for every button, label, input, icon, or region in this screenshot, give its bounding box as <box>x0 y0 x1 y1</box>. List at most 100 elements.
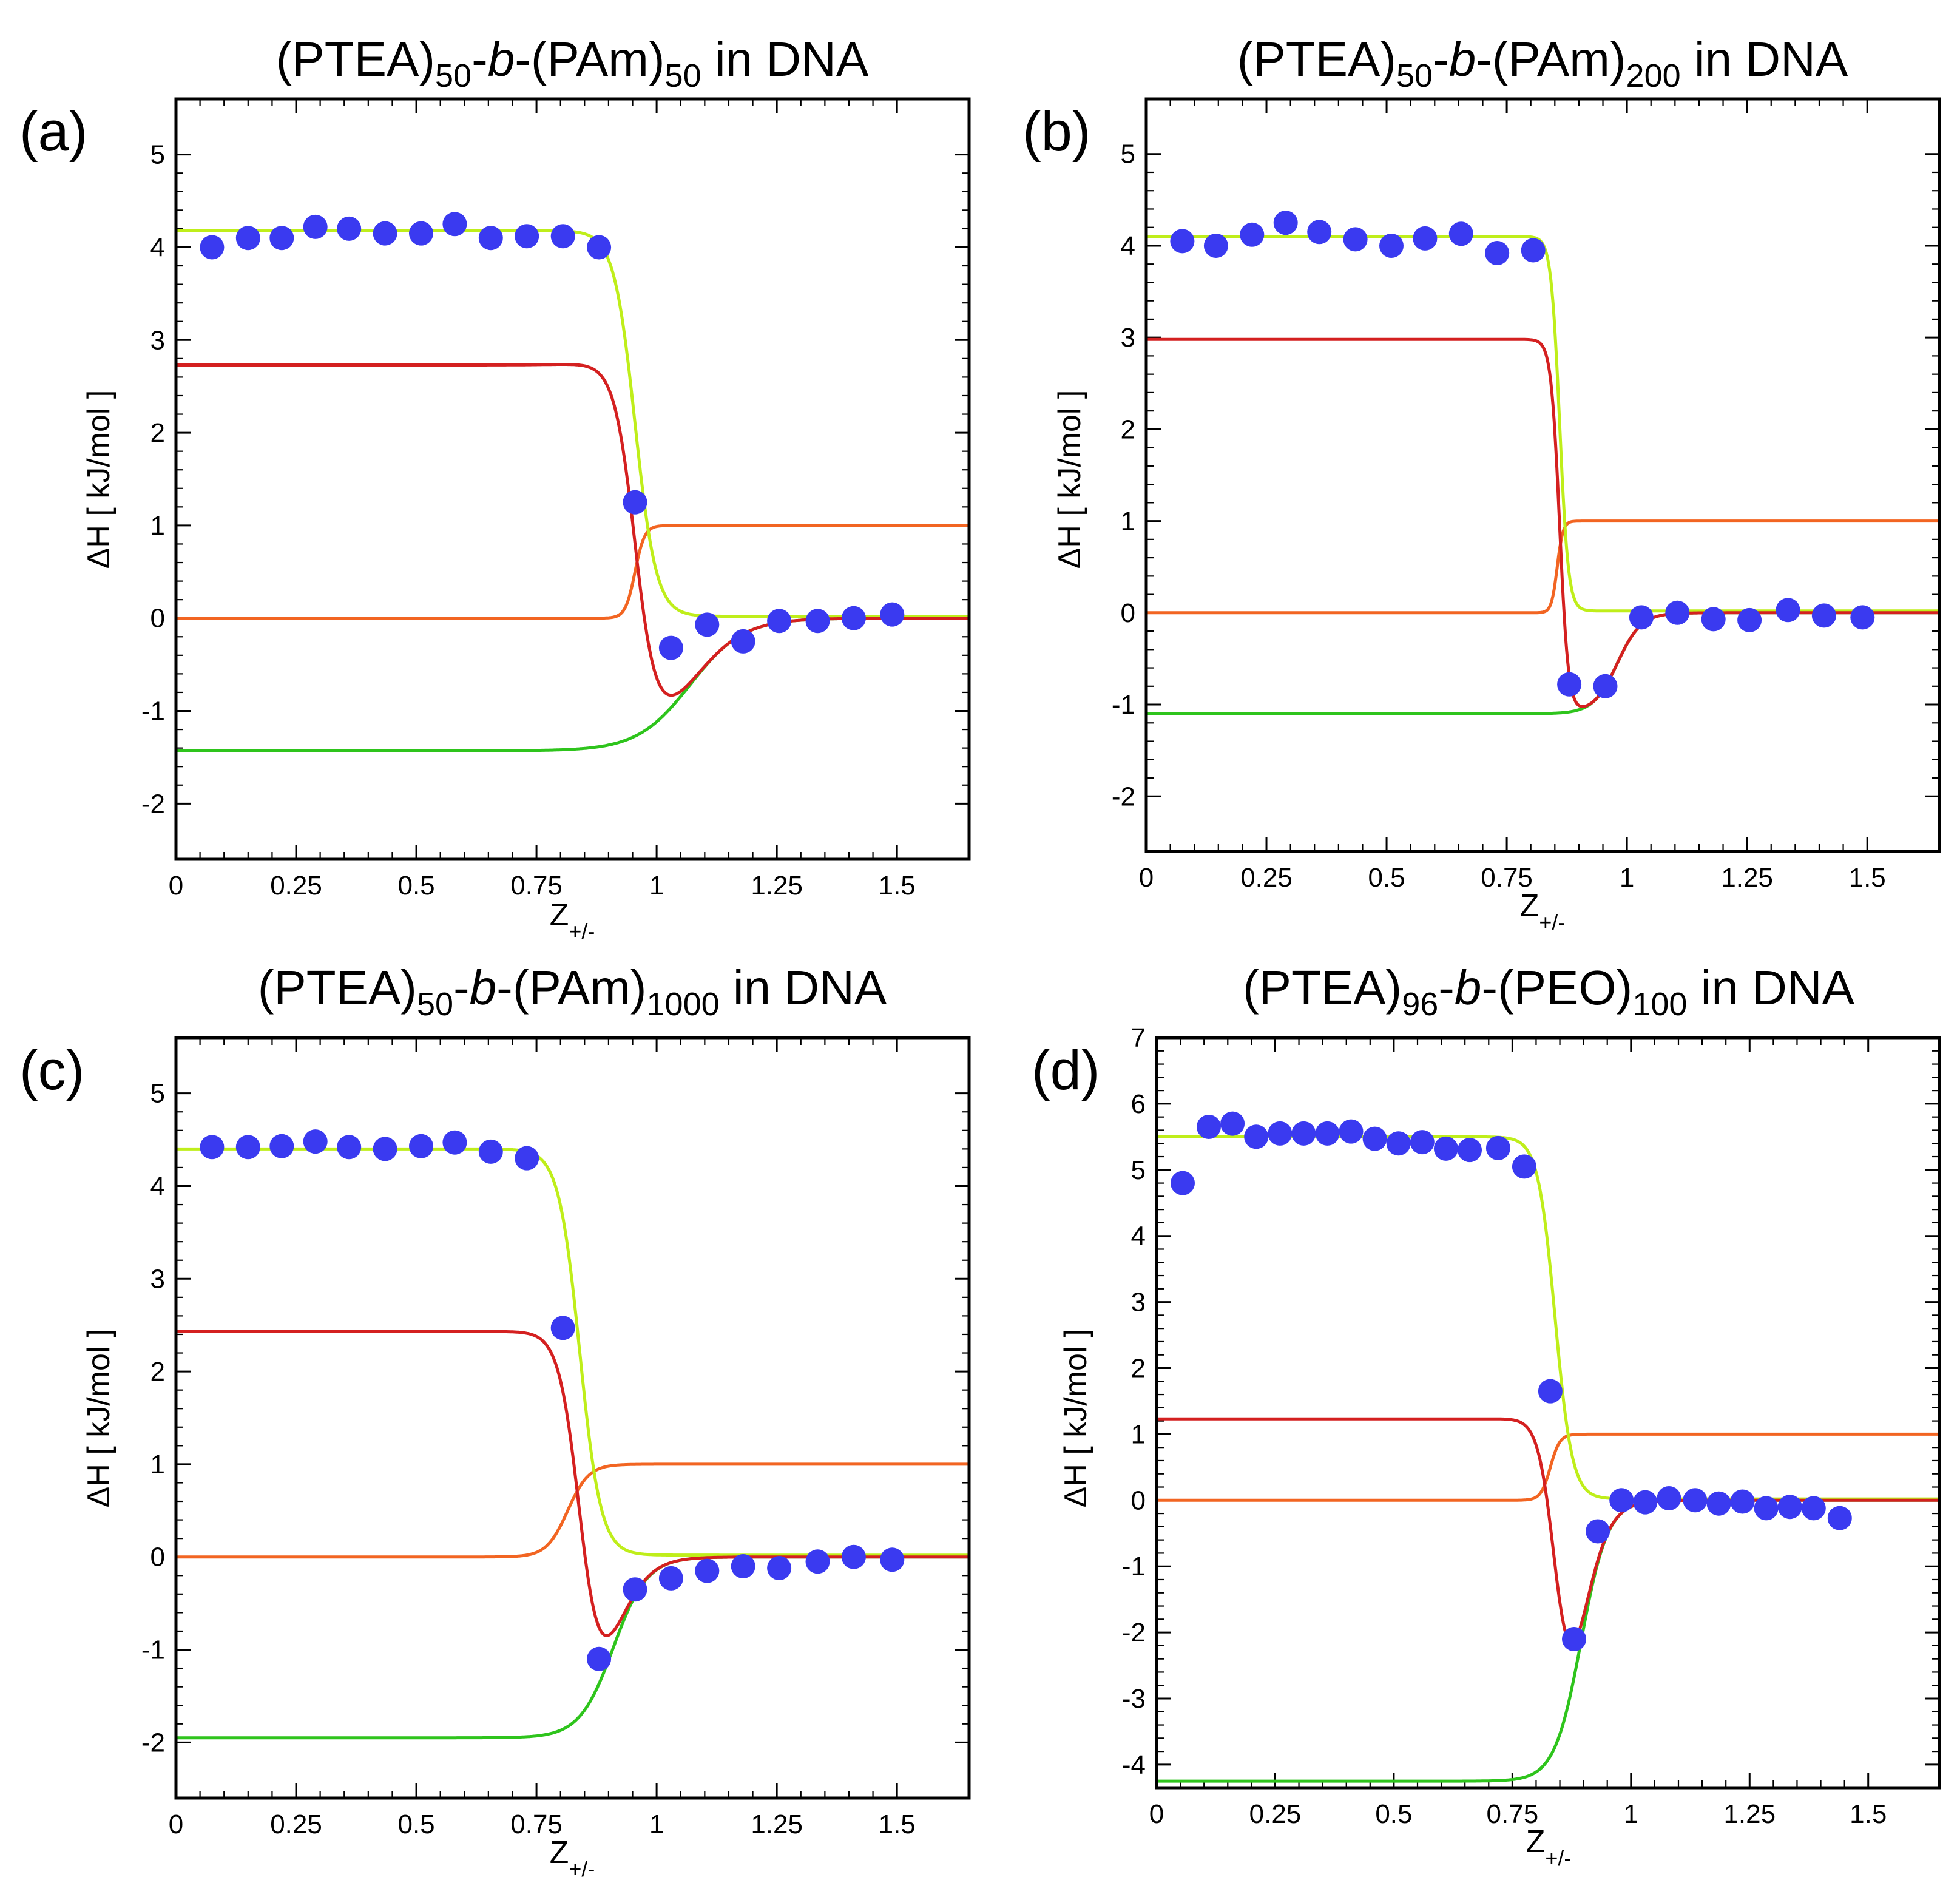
panel-b-x-tick-label: 0.75 <box>1481 863 1533 893</box>
panel-a-y-tick-label: 5 <box>150 140 165 170</box>
panel-b-data-point <box>1521 238 1546 263</box>
panel-c-y-tick-label: 1 <box>150 1450 165 1479</box>
panel-d-data-point <box>1410 1130 1435 1155</box>
panel-c-data-point <box>550 1316 575 1340</box>
panel-d-data-point <box>1291 1121 1316 1146</box>
panel-d-data-point <box>1315 1121 1340 1146</box>
panel-c-data-point <box>623 1577 647 1602</box>
panel-a-step2-fit-curve <box>176 617 969 752</box>
panel-b-fit-curves <box>1146 235 1939 715</box>
panel-d-step2-fit-curve <box>1157 1498 1939 1783</box>
panel-a-label: (a) <box>19 101 87 163</box>
panel-a-title: (PTEA)50-b-(PAm)50 in DNA <box>276 32 869 94</box>
panel-b-data-point <box>1593 674 1618 698</box>
panel-c-data-point <box>235 1135 260 1160</box>
panel-b-x-axis-label: Z+/- <box>1520 888 1566 935</box>
panel-c-y-tick-label: 4 <box>150 1171 165 1201</box>
panel-a-fit-curves <box>176 229 969 752</box>
panel-b-label: (b) <box>1022 101 1090 163</box>
panel-b-data-point <box>1203 234 1228 258</box>
panel-d-data-point <box>1512 1154 1536 1179</box>
panel-d-data-point <box>1730 1489 1755 1514</box>
panel-b-data-point <box>1850 605 1875 630</box>
panel-d-y-tick-label: 0 <box>1131 1486 1146 1515</box>
panel-d-data-point <box>1657 1486 1681 1510</box>
panel-a-data-point <box>373 221 397 246</box>
panel-a-x-axis-label: Z+/- <box>550 898 595 944</box>
panel-b-data-point <box>1413 226 1438 251</box>
panel-a-y-tick-label: 1 <box>150 511 165 541</box>
panel-d-data-point <box>1244 1124 1269 1149</box>
panel-d-data-point <box>1801 1496 1826 1521</box>
panel-a-data-point <box>269 226 294 251</box>
panel-d-x-tick-label: 1 <box>1624 1799 1638 1829</box>
panel-d-data-point <box>1220 1111 1245 1136</box>
panel-b-y-tick-label: -2 <box>1112 782 1135 811</box>
panel-b-x-tick-label: 1.25 <box>1721 863 1773 893</box>
panel-b-total-fit-curve <box>1146 337 1939 708</box>
panel-b-data-points <box>1170 211 1875 698</box>
panel-c: (PTEA)50-b-(PAm)1000 in DNA (c) ΔH [ kJ/… <box>19 961 971 1881</box>
panel-c-data-point <box>373 1137 397 1161</box>
panel-a-plot-frame <box>174 97 971 861</box>
panel-c-data-point <box>269 1134 294 1158</box>
panel-d-data-point <box>1754 1496 1779 1521</box>
panel-d-data-point <box>1171 1171 1195 1195</box>
panel-d-fit-curves <box>1157 1135 1939 1783</box>
panel-b-data-point <box>1737 607 1762 632</box>
panel-b-plot-frame <box>1144 97 1941 853</box>
panel-d-y-tick-label: -3 <box>1122 1684 1146 1714</box>
panel-b-y-tick-label: 3 <box>1121 323 1135 353</box>
panel-c-data-point <box>805 1549 830 1574</box>
panel-b-x-tick-label: 0 <box>1139 863 1154 893</box>
panel-d-data-point <box>1683 1488 1708 1513</box>
panel-d-data-point <box>1633 1490 1658 1515</box>
panel-b-title: (PTEA)50-b-(PAm)200 in DNA <box>1237 32 1848 94</box>
panel-a-ticks: 0 0.25 0.5 0.75 1 1.25 1.5 -2 -1 0 1 2 3 4 5 <box>141 99 969 901</box>
panel-b-ticks: 0 0.25 0.5 0.75 1 1.25 1.5 -2 -1 0 1 2 3 4 5 <box>1112 99 1939 893</box>
panel-d-y-tick-label: -1 <box>1122 1552 1146 1581</box>
panel-b-x-tick-label: 0.5 <box>1368 863 1405 893</box>
panel-d-x-tick-label: 1.5 <box>1850 1799 1887 1829</box>
panel-a-data-point <box>658 635 683 660</box>
panel-c-step2-fit-curve <box>176 1555 969 1740</box>
panel-c-x-tick-label: 0.5 <box>397 1810 434 1839</box>
panel-b-data-point <box>1170 229 1195 254</box>
panel-a-y-tick-label: -2 <box>141 789 165 819</box>
panel-a-data-point <box>805 609 830 634</box>
panel-d-y-tick-label: 7 <box>1131 1023 1146 1053</box>
panel-d-y-tick-label: 4 <box>1131 1222 1146 1251</box>
panel-d-total-fit-curve <box>1157 1417 1939 1645</box>
panel-a-data-point <box>767 609 792 634</box>
panel-a-data-point <box>337 216 362 241</box>
panel-a-y-tick-label: 2 <box>150 418 165 448</box>
panel-c-data-point <box>731 1554 755 1578</box>
panel-a-data-point <box>442 212 467 237</box>
panel-b-x-tick-label: 0.25 <box>1240 863 1293 893</box>
panel-d-y-tick-label: 2 <box>1131 1353 1146 1383</box>
panel-b-y-tick-label: 2 <box>1121 414 1135 444</box>
panel-a-total-fit-curve <box>176 363 969 697</box>
panel-d-data-point <box>1562 1627 1586 1651</box>
panel-c-transition-curve <box>176 1462 969 1559</box>
panel-a-y-tick-label: 4 <box>150 232 165 262</box>
panel-b-data-point <box>1273 211 1298 235</box>
panel-d-title: (PTEA)96-b-(PEO)100 in DNA <box>1243 961 1855 1023</box>
panel-a-y-tick-label: 0 <box>150 604 165 634</box>
panel-d-y-tick-label: 3 <box>1131 1288 1146 1317</box>
panel-a-data-point <box>695 612 720 637</box>
panel-a-y-tick-label: 3 <box>150 325 165 355</box>
panel-c-data-point <box>409 1134 433 1158</box>
panel-c-x-axis-label: Z+/- <box>550 1835 595 1881</box>
panel-c-data-point <box>442 1130 467 1155</box>
panel-b: (PTEA)50-b-(PAm)200 in DNA (b) ΔH [ kJ/m… <box>1022 32 1941 935</box>
panel-c-y-tick-label: 2 <box>150 1357 165 1387</box>
panel-a-x-tick-label: 0.25 <box>270 871 322 901</box>
panel-c-data-points <box>200 1129 905 1671</box>
panel-d-data-point <box>1386 1131 1411 1156</box>
panel-c-y-tick-label: 0 <box>150 1543 165 1572</box>
panel-d-y-tick-label: -2 <box>1122 1618 1146 1648</box>
panel-c-data-point <box>515 1146 539 1171</box>
panel-c-y-tick-label: 3 <box>150 1264 165 1294</box>
panel-d-transition-curve <box>1157 1432 1939 1502</box>
